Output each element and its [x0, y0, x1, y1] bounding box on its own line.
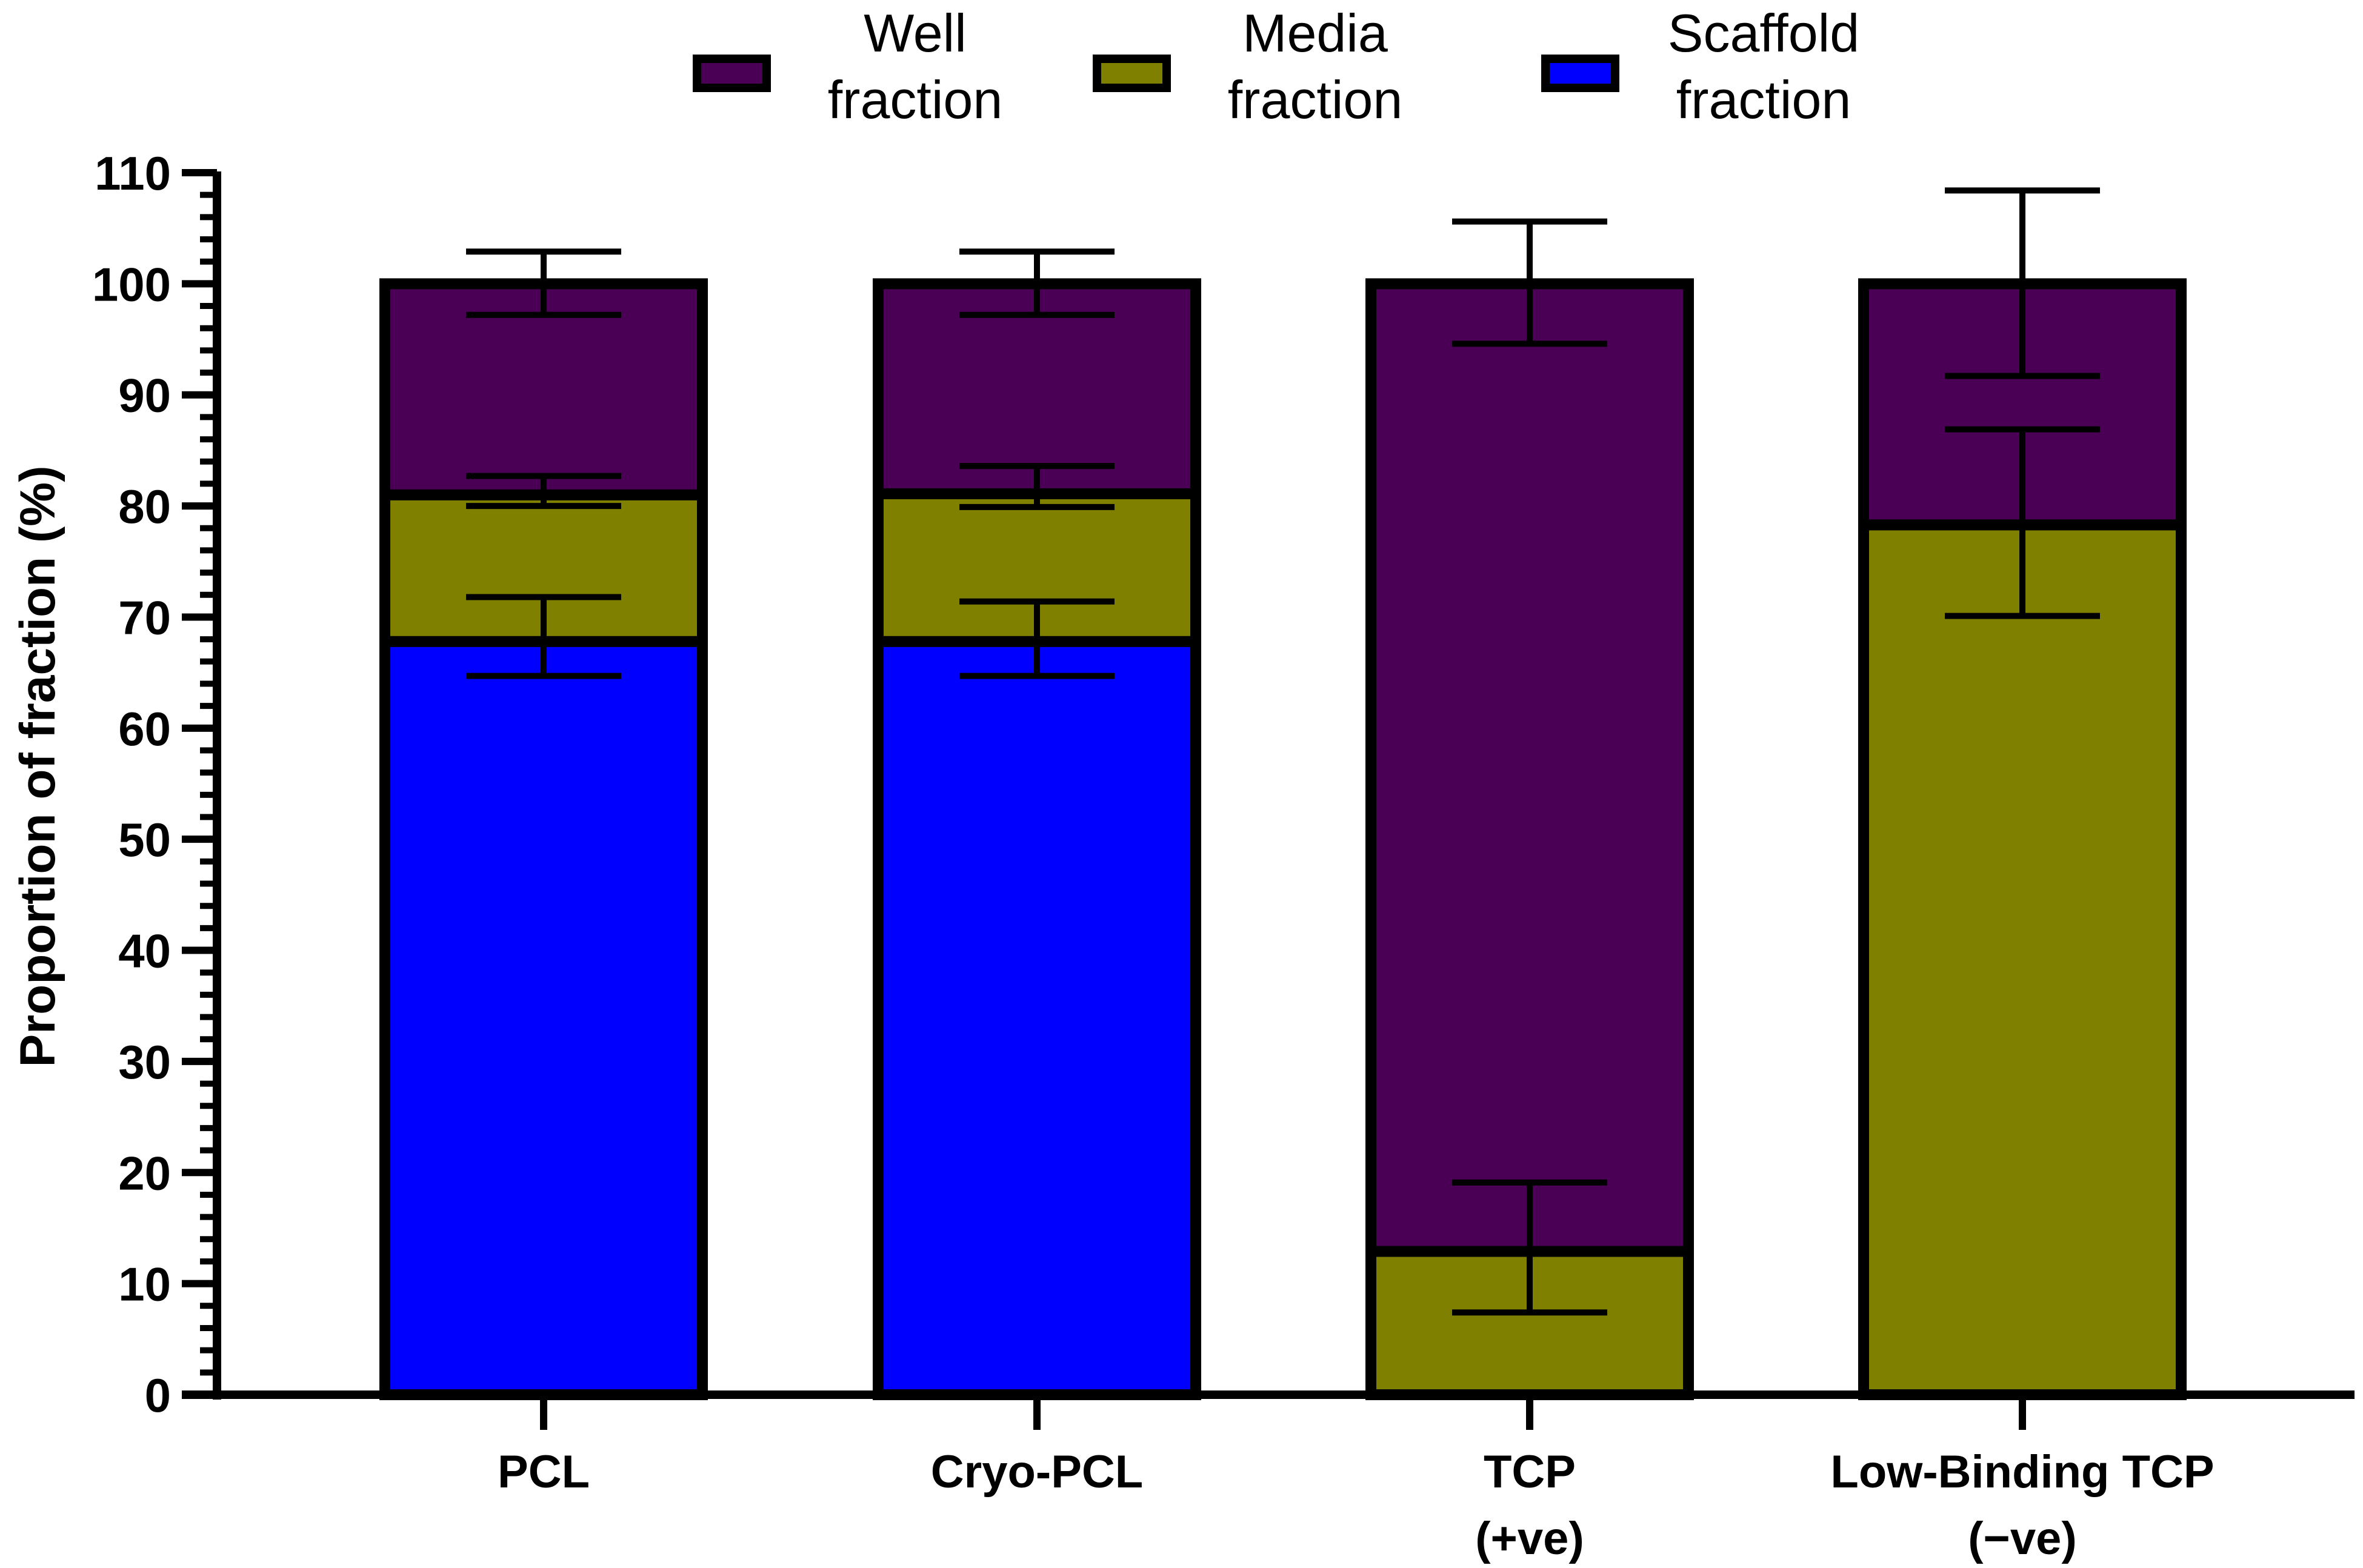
y-tick-label: 10	[118, 1258, 171, 1311]
legend-label: fraction	[1676, 70, 1851, 130]
y-tick-label: 100	[92, 257, 171, 311]
legend-label: fraction	[828, 70, 1003, 130]
x-category-label: (−ve)	[1968, 1513, 2077, 1564]
legend-label: Media	[1242, 3, 1388, 63]
legend-label: fraction	[1228, 70, 1403, 130]
legend: Well fraction Media fraction Scaffold fractio…	[693, 3, 1859, 130]
legend-swatch-media-fraction	[1093, 55, 1171, 92]
y-tick-label: 40	[118, 925, 171, 978]
bar-segment-media-fraction-3	[1858, 519, 2187, 1401]
y-tick-label: 50	[118, 813, 171, 866]
x-category-label: (+ve)	[1475, 1513, 1584, 1564]
x-category-label: Cryo-PCL	[931, 1446, 1143, 1498]
legend-label: Well	[864, 3, 967, 63]
y-axis-title: Proportion of fraction (%)	[10, 465, 65, 1067]
y-tick-label: 70	[118, 591, 171, 644]
x-category-label: PCL	[498, 1446, 590, 1498]
legend-swatch-well-fraction	[693, 55, 771, 92]
y-tick-label: 90	[118, 369, 171, 422]
legend-label: Scaffold	[1668, 3, 1859, 63]
bar-segment-well-fraction-2	[1365, 278, 1694, 1257]
y-tick-label: 60	[118, 702, 171, 756]
y-tick-label: 30	[118, 1035, 171, 1089]
x-category-label: TCP	[1484, 1446, 1576, 1498]
y-tick-label: 0	[145, 1369, 171, 1422]
bar-segment-well-fraction-1	[873, 278, 1201, 499]
y-tick-label: 80	[118, 480, 171, 533]
bar-segment-scaffold-fraction-0	[379, 636, 708, 1400]
axes-group: 0 10 20 30 40 50 60 70 80 90 100 110 PCL Cryo-PCL TCP (…	[10, 147, 2355, 1564]
bars-group	[379, 278, 2187, 1401]
y-tick-label: 20	[118, 1146, 171, 1200]
bar-segment-scaffold-fraction-1	[873, 636, 1201, 1400]
legend-swatch-scaffold-fraction	[1541, 55, 1619, 92]
x-category-label: Low-Binding TCP	[1830, 1446, 2214, 1498]
error-bars-group	[466, 187, 2100, 1316]
y-tick-label: 110	[95, 147, 171, 200]
